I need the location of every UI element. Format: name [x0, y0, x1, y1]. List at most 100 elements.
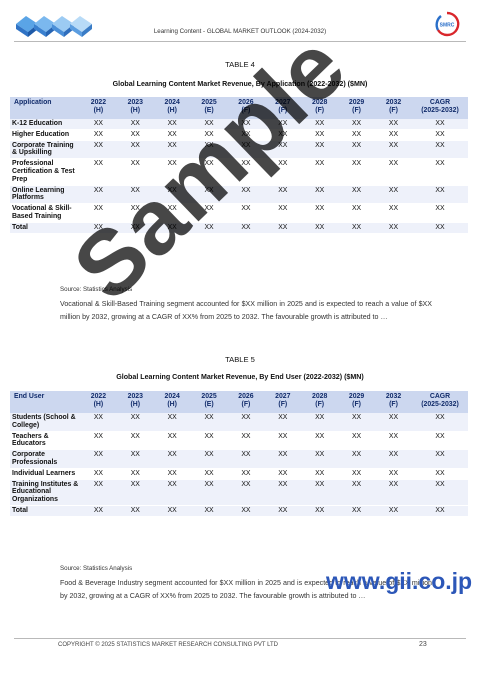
column-header: 2023 (H): [116, 97, 154, 119]
table-cell: XX: [412, 129, 468, 141]
table-cell: XX: [116, 203, 154, 223]
table-cell: XX: [301, 449, 339, 469]
table-cell: XX: [227, 468, 265, 480]
table-cell: XX: [190, 129, 228, 141]
cubes-logo-icon: [16, 16, 92, 37]
column-header: 2028 (F): [301, 97, 339, 119]
table-cell: XX: [375, 140, 412, 160]
table-header-row: Application 2022 (H) 2023 (H) 2024 (H) 2025…: [10, 97, 468, 119]
smrc-badge-icon: SMRC: [435, 11, 460, 37]
row-label: Training Institutes & Educational Organi…: [10, 479, 80, 506]
site-watermark: www.gii.co.jp: [326, 568, 473, 594]
table-cell: XX: [190, 203, 228, 223]
table-cell: XX: [190, 119, 228, 130]
end-user-revenue-table: End User 2022 (H) 2023 (H) 2024 (H) 2025 (E)…: [10, 391, 468, 517]
table-cell: XX: [116, 140, 154, 160]
table-cell: XX: [80, 185, 117, 205]
table-row: Individual Learners XX XX XX XX XX XX XX XX XX XX: [10, 468, 468, 480]
table-cell: XX: [80, 140, 117, 160]
table-cell: XX: [190, 505, 228, 517]
table-cell: XX: [264, 413, 302, 432]
table-cell: XX: [264, 203, 302, 223]
table-cell: XX: [338, 140, 375, 160]
row-label: Students (School & College): [10, 413, 80, 432]
row-label: Higher Education: [10, 129, 80, 141]
table-row: Corporate Professionals XX XX XX XX XX XX XX XX X…: [10, 449, 468, 469]
table-cell: XX: [301, 468, 339, 480]
table-cell: XX: [301, 505, 339, 517]
table-cell: XX: [301, 431, 339, 451]
table-cell: XX: [80, 222, 117, 234]
table-cell: XX: [116, 505, 154, 517]
table-cell: XX: [190, 479, 228, 506]
table-cell: XX: [190, 185, 228, 205]
column-header: CAGR (2025-2032): [412, 391, 468, 413]
table-cell: XX: [80, 505, 117, 517]
table-cell: XX: [375, 449, 412, 469]
table-cell: XX: [375, 505, 412, 517]
table-cell: XX: [190, 413, 228, 432]
table-cell: XX: [412, 185, 468, 205]
table-cell: XX: [153, 505, 191, 517]
table-cell: XX: [412, 413, 468, 432]
table-cell: XX: [153, 140, 191, 160]
table-cell: XX: [375, 431, 412, 451]
table-total-row: Total XX XX XX XX XX XX XX XX XX XX: [10, 222, 468, 234]
table-cell: XX: [375, 129, 412, 141]
report-header-title: Learning Content - GLOBAL MARKET OUTLOOK…: [153, 28, 327, 35]
table-cell: XX: [338, 413, 375, 432]
table-row: Online Learning Platforms XX XX XX XX XX XX XX X…: [10, 185, 468, 205]
table-cell: XX: [153, 158, 191, 186]
header-divider: [14, 41, 466, 42]
table-5-caption: TABLE 5: [225, 355, 255, 364]
table-cell: XX: [190, 431, 228, 451]
table-header-row: End User 2022 (H) 2023 (H) 2024 (H) 2025 (E)…: [10, 391, 468, 413]
table-4-caption: TABLE 4: [225, 60, 255, 69]
table-cell: XX: [116, 119, 154, 130]
table-row: Teachers & Educators XX XX XX XX XX XX XX XX XX XX: [10, 431, 468, 451]
column-header: End User: [10, 391, 80, 413]
table-cell: XX: [301, 119, 339, 130]
table-cell: XX: [338, 431, 375, 451]
table-cell: XX: [153, 185, 191, 205]
table-cell: XX: [375, 479, 412, 506]
table-cell: XX: [116, 449, 154, 469]
table-cell: XX: [153, 203, 191, 223]
table-cell: XX: [227, 158, 265, 186]
table-cell: XX: [375, 203, 412, 223]
row-label: Corporate Training & Upskilling: [10, 140, 80, 160]
table-cell: XX: [375, 413, 412, 432]
table-cell: XX: [190, 449, 228, 469]
table-cell: XX: [412, 505, 468, 517]
column-header: 2023 (H): [116, 391, 154, 413]
footer-divider: [14, 638, 466, 639]
column-header: 2022 (H): [80, 97, 117, 119]
table-cell: XX: [80, 119, 117, 130]
table-cell: XX: [80, 129, 117, 141]
table-cell: XX: [338, 449, 375, 469]
table-cell: XX: [264, 468, 302, 480]
table-cell: XX: [264, 140, 302, 160]
table-cell: XX: [80, 203, 117, 223]
column-header: Application: [10, 97, 80, 119]
table-cell: XX: [264, 185, 302, 205]
table-cell: XX: [338, 158, 375, 186]
table-cell: XX: [301, 185, 339, 205]
table-cell: XX: [412, 431, 468, 451]
column-header: 2027 (F): [264, 97, 302, 119]
table-cell: XX: [227, 505, 265, 517]
table-cell: XX: [153, 413, 191, 432]
table-cell: XX: [116, 479, 154, 506]
column-header: 2029 (F): [338, 97, 375, 119]
table-cell: XX: [412, 468, 468, 480]
table-cell: XX: [153, 119, 191, 130]
row-label: Total: [10, 222, 80, 234]
table-row: Training Institutes & Educational Organi…: [10, 479, 468, 506]
column-header: 2024 (H): [153, 97, 191, 119]
table-cell: XX: [412, 449, 468, 469]
table-cell: XX: [264, 158, 302, 186]
table-cell: XX: [116, 129, 154, 141]
table-cell: XX: [227, 431, 265, 451]
column-header: 2025 (E): [190, 97, 228, 119]
